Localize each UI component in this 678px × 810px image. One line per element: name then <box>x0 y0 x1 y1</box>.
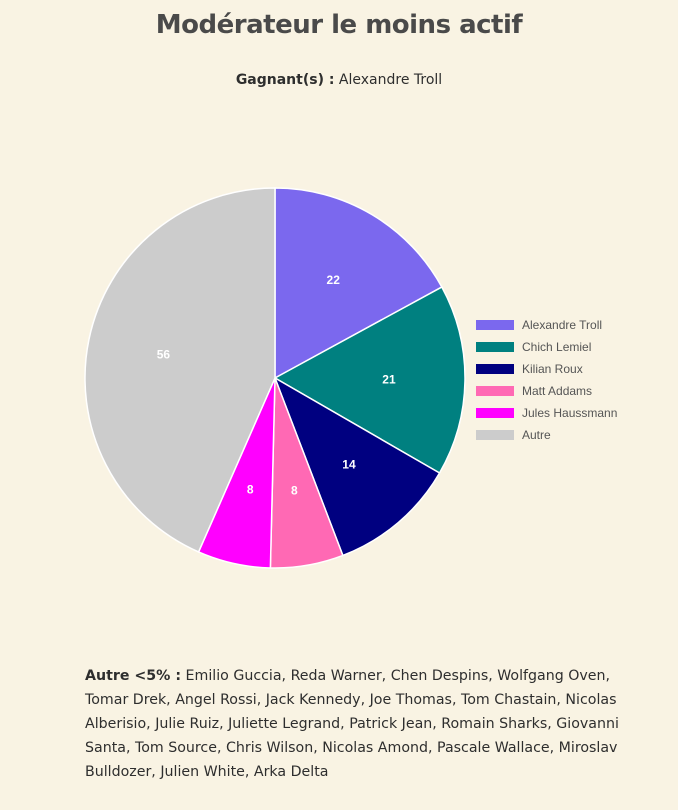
legend-label: Alexandre Troll <box>522 318 603 332</box>
legend-swatch <box>476 320 514 330</box>
legend-swatch <box>476 342 514 352</box>
pie-slice <box>273 376 441 557</box>
legend-item: Autre <box>476 424 617 446</box>
chart-legend: Alexandre Troll Chich Lemiel Kilian Roux Ma… <box>476 314 617 446</box>
slice-value-label: 8 <box>291 483 298 497</box>
legend-item: Matt Addams <box>476 380 617 402</box>
legend-label: Autre <box>522 428 551 442</box>
pie-slice <box>84 187 276 553</box>
legend-item: Alexandre Troll <box>476 314 617 336</box>
others-list: Autre <5% : Emilio Guccia, Reda Warner, … <box>85 664 645 784</box>
legend-swatch <box>476 430 514 440</box>
legend-swatch <box>476 386 514 396</box>
chart-title: Modérateur le moins actif <box>155 10 523 40</box>
winners-value: Alexandre Troll <box>338 72 443 88</box>
others-label: Autre <5% : <box>85 668 182 684</box>
winners-label: Gagnant(s) : <box>235 72 335 88</box>
legend-label: Kilian Roux <box>522 362 583 376</box>
slice-value-label: 14 <box>342 458 356 472</box>
pie-slice <box>273 286 466 475</box>
legend-item: Chich Lemiel <box>476 336 617 358</box>
legend-label: Matt Addams <box>522 384 593 398</box>
winners-line: Gagnant(s) : Alexandre Troll <box>0 72 678 88</box>
legend-item: Jules Haussmann <box>476 402 617 424</box>
legend-label: Jules Haussmann <box>522 406 618 420</box>
slice-value-label: 56 <box>157 348 171 362</box>
legend-item: Kilian Roux <box>476 358 617 380</box>
slice-value-label: 22 <box>327 273 341 287</box>
others-value: Emilio Guccia, Reda Warner, Chen Despins… <box>85 668 619 780</box>
legend-label: Chich Lemiel <box>522 340 592 354</box>
pie-slice <box>274 187 443 380</box>
slice-value-label: 21 <box>382 372 396 386</box>
slice-value-label: 8 <box>247 482 254 496</box>
legend-swatch <box>476 364 514 374</box>
pie-chart: 22 21 14 8 8 56 <box>84 187 466 569</box>
legend-swatch <box>476 408 514 418</box>
